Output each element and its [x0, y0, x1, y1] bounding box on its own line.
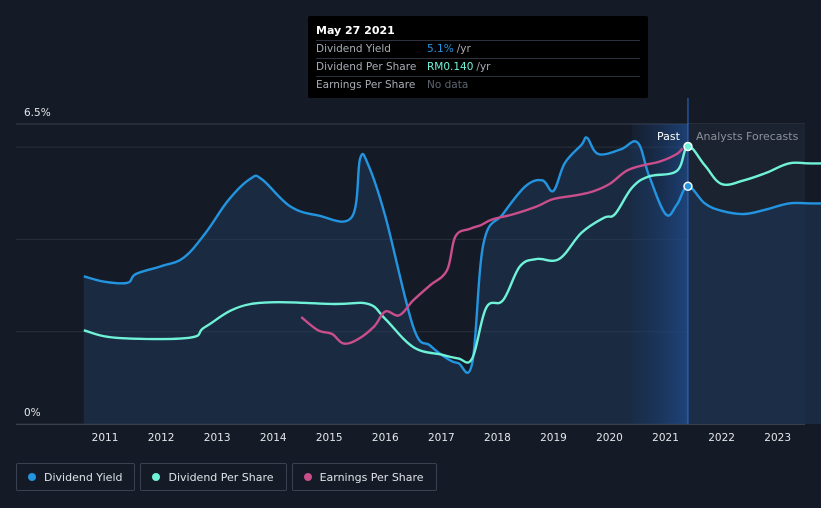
tooltip-unit: /yr	[456, 43, 471, 55]
dividend-per-share-dot-icon	[152, 473, 161, 481]
tooltip-row-dividend-per-share: Dividend Per Share RM0.140 /yr	[316, 58, 640, 76]
legend-dividend-per-share-button[interactable]: Dividend Per Share	[140, 463, 287, 491]
past-label: Past	[657, 130, 681, 143]
x-tick-label: 2021	[652, 432, 679, 444]
x-tick-label: 2014	[260, 432, 287, 444]
x-tick-label: 2011	[92, 432, 119, 444]
tooltip-value: RM0.140	[427, 61, 474, 73]
chart-tooltip: May 27 2021 Dividend Yield 5.1% /yr Divi…	[308, 16, 648, 98]
legend-label: Dividend Yield	[44, 470, 123, 484]
tooltip-unit: /yr	[476, 61, 491, 73]
legend-label: Earnings Per Share	[319, 470, 424, 484]
legend-label: Dividend Per Share	[168, 470, 274, 484]
dividend-yield-marker	[683, 181, 693, 192]
x-tick-label: 2012	[148, 432, 175, 444]
forecast-label: Analysts Forecasts	[696, 130, 799, 143]
x-tick-label: 2015	[316, 432, 343, 444]
x-tick-label: 2017	[428, 432, 455, 444]
x-tick-label: 2019	[540, 432, 567, 444]
tooltip-label: Earnings Per Share	[316, 79, 416, 91]
x-tick-label: 2023	[764, 432, 791, 444]
legend-earnings-per-share-button[interactable]: Earnings Per Share	[291, 463, 437, 491]
forecast-region	[687, 124, 805, 424]
tooltip-row-earnings-per-share: Earnings Per Share No data	[316, 76, 640, 94]
tooltip-date: May 27 2021	[316, 24, 395, 37]
earnings-per-share-dot-icon	[303, 473, 312, 481]
dividend-per-share-marker	[683, 141, 693, 152]
tooltip-value: 5.1%	[427, 43, 454, 55]
tooltip-label: Dividend Yield	[316, 43, 391, 55]
x-tick-label: 2020	[596, 432, 623, 444]
dividend-per-share-line	[83, 145, 821, 364]
chart-legend: Dividend Yield Dividend Per Share Earnin…	[16, 463, 437, 491]
x-tick-label: 2022	[708, 432, 735, 444]
earnings-per-share-line	[300, 147, 684, 345]
x-tick-label: 2016	[372, 432, 399, 444]
tooltip-row-dividend-yield: Dividend Yield 5.1% /yr	[316, 40, 640, 58]
x-tick-label: 2018	[484, 432, 511, 444]
tooltip-value: No data	[427, 79, 469, 91]
legend-dividend-yield-button[interactable]: Dividend Yield	[16, 463, 136, 491]
y-tick-label: 0%	[24, 407, 41, 419]
dividend-yield-dot-icon	[28, 473, 36, 481]
tooltip-label: Dividend Per Share	[316, 61, 417, 73]
y-tick-label: 6.5%	[24, 107, 51, 119]
x-tick-label: 2013	[204, 432, 231, 444]
